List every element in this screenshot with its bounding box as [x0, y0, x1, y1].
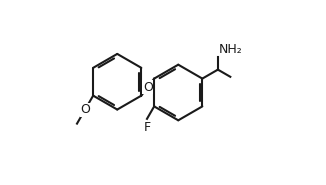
Text: O: O [80, 103, 90, 116]
Text: O: O [143, 81, 153, 94]
Text: NH₂: NH₂ [219, 43, 243, 56]
Text: F: F [143, 121, 151, 134]
